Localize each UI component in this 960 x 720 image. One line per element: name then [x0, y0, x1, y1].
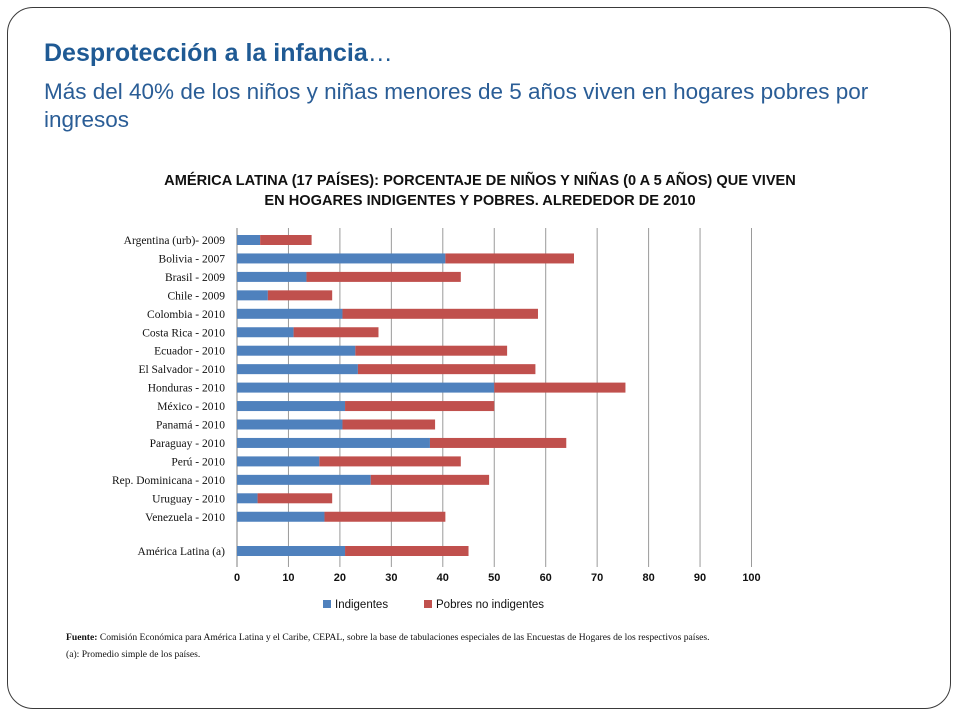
bar-pobres-no-indigentes [345, 546, 469, 556]
x-tick-label: 0 [234, 572, 240, 584]
x-tick-label: 20 [334, 572, 346, 584]
x-tick-label: 70 [591, 572, 603, 584]
bar-pobres-no-indigentes [445, 253, 574, 264]
bar-indigentes [237, 253, 446, 264]
bar-indigentes [237, 327, 294, 338]
category-label: Panamá - 2010 [156, 420, 225, 432]
bar-pobres-no-indigentes [357, 364, 536, 375]
bar-indigentes [237, 511, 325, 522]
legend-label: Pobres no indigentes [436, 599, 544, 611]
bar-pobres-no-indigentes [355, 345, 508, 356]
slide-title-text: Desprotección a la infancia [44, 39, 368, 67]
chart-heading-line-2: EN HOGARES INDIGENTES Y POBRES. ALREDEDO… [264, 193, 696, 209]
bar-indigentes [237, 419, 343, 430]
bar-pobres-no-indigentes [306, 271, 461, 282]
category-label: Chile - 2009 [168, 290, 226, 302]
x-tick-label: 30 [385, 572, 397, 584]
bar-indigentes [237, 308, 343, 319]
category-label: México - 2010 [157, 401, 225, 413]
bar-indigentes [237, 345, 356, 356]
bar-pobres-no-indigentes [267, 290, 333, 301]
category-label: Colombia - 2010 [147, 309, 225, 321]
legend-swatch [424, 600, 432, 608]
category-label: El Salvador - 2010 [138, 364, 225, 376]
bar-indigentes [237, 364, 358, 375]
bar-pobres-no-indigentes [342, 308, 538, 319]
bar-indigentes [237, 474, 371, 485]
category-label: Paraguay - 2010 [150, 438, 226, 450]
bar-indigentes [237, 401, 346, 412]
bar-indigentes [237, 493, 258, 504]
source-line: Fuente: Comisión Económica para América … [66, 629, 826, 646]
slide-subtitle: Más del 40% de los niños y niñas menores… [44, 79, 869, 132]
bar-pobres-no-indigentes [429, 437, 567, 448]
x-tick-label: 90 [694, 572, 706, 584]
chart-heading: AMÉRICA LATINA (17 PAÍSES): PORCENTAJE D… [40, 171, 920, 211]
legend-swatch [323, 600, 331, 608]
x-tick-label: 100 [742, 572, 760, 584]
chart-heading-line-1: AMÉRICA LATINA (17 PAÍSES): PORCENTAJE D… [164, 173, 796, 189]
bar-pobres-no-indigentes [293, 327, 379, 338]
bar-indigentes [237, 437, 430, 448]
bar-indigentes [237, 382, 495, 393]
bar-pobres-no-indigentes [370, 474, 490, 485]
x-tick-label: 50 [488, 572, 500, 584]
category-label: Venezuela - 2010 [145, 512, 225, 524]
footnote-line: (a): Promedio simple de los países. [66, 649, 201, 660]
bar-pobres-no-indigentes [260, 235, 312, 245]
category-label: Bolivia - 2007 [159, 253, 226, 265]
bar-pobres-no-indigentes [257, 493, 333, 504]
bar-indigentes [237, 235, 261, 245]
bar-indigentes [237, 290, 268, 301]
bar-indigentes [237, 456, 320, 467]
bar-pobres-no-indigentes [342, 419, 436, 430]
bar-indigentes [237, 546, 346, 556]
source-label: Fuente: [66, 632, 98, 643]
category-label: Ecuador - 2010 [154, 346, 225, 358]
slide-title: Desprotección a la infancia… [44, 39, 393, 68]
category-label: Uruguay - 2010 [152, 493, 225, 505]
category-label: Argentina (urb)- 2009 [124, 235, 226, 247]
source-text: Comisión Económica para América Latina y… [99, 632, 710, 643]
x-tick-label: 10 [282, 572, 294, 584]
bar-pobres-no-indigentes [319, 456, 461, 467]
category-label: Rep. Dominicana - 2010 [112, 475, 225, 487]
slide-title-ellipsis: … [367, 39, 393, 67]
slide-frame [7, 7, 951, 709]
bar-pobres-no-indigentes [345, 401, 495, 412]
bar-indigentes [237, 271, 307, 282]
category-label: Perú - 2010 [171, 456, 225, 468]
category-label: Honduras - 2010 [148, 383, 226, 395]
x-tick-label: 60 [540, 572, 552, 584]
source-note: Fuente: Comisión Económica para América … [66, 629, 826, 663]
x-tick-label: 40 [437, 572, 449, 584]
legend-label: Indigentes [335, 599, 388, 611]
bar-pobres-no-indigentes [494, 382, 626, 393]
category-label: Costa Rica - 2010 [142, 327, 225, 339]
category-label: América Latina (a) [138, 546, 226, 558]
category-label: Brasil - 2009 [165, 272, 225, 284]
bar-pobres-no-indigentes [324, 511, 446, 522]
x-tick-label: 80 [642, 572, 654, 584]
